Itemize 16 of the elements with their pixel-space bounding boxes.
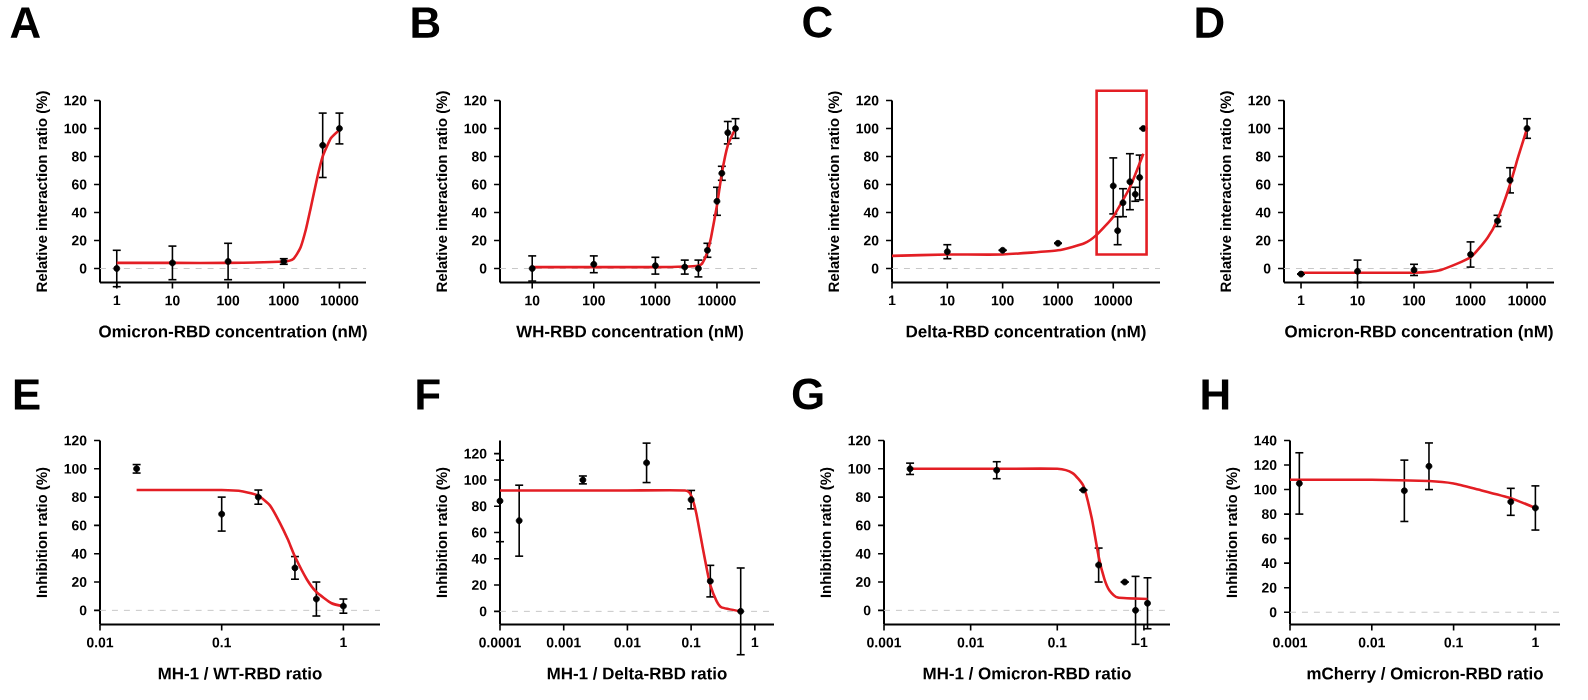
x-axis-title: mCherry / Omicron-RBD ratio bbox=[1307, 666, 1543, 683]
chart-title: B bbox=[412, 7, 440, 38]
chart-title: A bbox=[10, 7, 40, 38]
chart-title: C bbox=[803, 6, 832, 38]
x-axis-title: Delta-RBD concentration (nM) bbox=[906, 324, 1146, 341]
chart-title: G bbox=[792, 378, 823, 410]
x-axis-title: Omicron-RBD concentration (nM) bbox=[99, 324, 367, 341]
chart-title: H bbox=[1202, 379, 1229, 410]
x-axis-title: MH-1 / Omicron-RBD ratio bbox=[923, 666, 1131, 680]
x-axis-title: WH-RBD concentration (nM) bbox=[516, 324, 743, 341]
x-axis-title: MH-1 / Delta-RBD ratio bbox=[547, 666, 727, 680]
chart-title: F bbox=[417, 379, 440, 410]
chart-title: E bbox=[14, 379, 40, 410]
chart-title: D bbox=[1196, 7, 1224, 38]
x-axis-title: Omicron-RBD concentration (nM) bbox=[1285, 324, 1553, 341]
x-axis-title: MH-1 / WT-RBD ratio bbox=[158, 666, 322, 680]
